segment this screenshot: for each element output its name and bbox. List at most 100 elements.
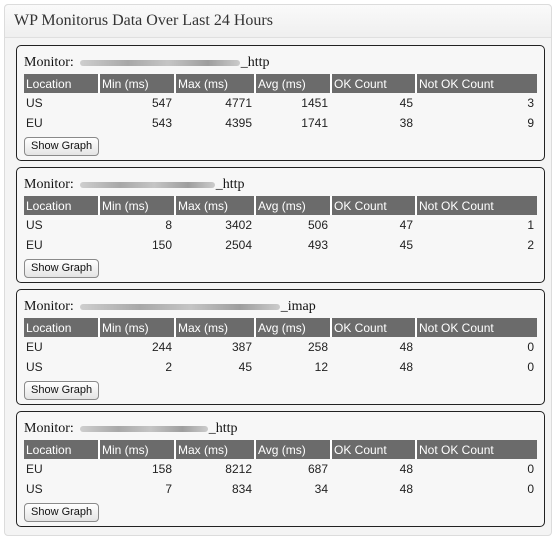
monitor-protocol: _imap xyxy=(280,299,316,314)
not-ok-count-cell: 3 xyxy=(527,96,534,110)
show-graph-button[interactable]: Show Graph xyxy=(24,137,100,156)
max-cell: 834 xyxy=(231,482,252,496)
not-ok-count-cell: 0 xyxy=(527,482,534,496)
ok-count-cell: 47 xyxy=(399,218,413,232)
col-avg: Avg (ms) xyxy=(255,318,332,337)
avg-cell: 1451 xyxy=(301,96,328,110)
col-ok-count: OK Count xyxy=(331,318,417,337)
table-header-row: Location Min (ms) Max (ms) Avg (ms) OK C… xyxy=(24,74,537,93)
min-cell: 547 xyxy=(151,96,172,110)
table-row: US 7 834 34 48 0 xyxy=(24,479,537,499)
monitor-title: Monitor: _http xyxy=(24,418,544,440)
not-ok-count-cell: 0 xyxy=(527,340,534,354)
col-min: Min (ms) xyxy=(99,74,176,93)
col-ok-count: OK Count xyxy=(331,196,417,215)
table-row: EU 150 2504 493 45 2 xyxy=(24,235,537,255)
max-cell: 4395 xyxy=(225,116,252,130)
ok-count-cell: 48 xyxy=(399,462,413,476)
ok-count-cell: 45 xyxy=(399,238,413,252)
avg-cell: 687 xyxy=(307,462,328,476)
col-avg: Avg (ms) xyxy=(255,196,332,215)
min-cell: 2 xyxy=(165,360,172,374)
avg-cell: 12 xyxy=(314,360,328,374)
location-cell: EU xyxy=(26,116,43,130)
monitor-stats-table: Location Min (ms) Max (ms) Avg (ms) OK C… xyxy=(24,74,537,133)
table-row: US 8 3402 506 47 1 xyxy=(24,215,537,235)
monitor-protocol: _http xyxy=(240,55,270,70)
min-cell: 8 xyxy=(165,218,172,232)
col-not-ok-count: Not OK Count xyxy=(416,318,537,337)
col-location: Location xyxy=(24,196,100,215)
col-min: Min (ms) xyxy=(99,196,176,215)
table-row: EU 244 387 258 48 0 xyxy=(24,337,537,357)
monitorus-widget: WP Monitorus Data Over Last 24 Hours Mon… xyxy=(4,4,552,536)
table-header-row: Location Min (ms) Max (ms) Avg (ms) OK C… xyxy=(24,440,537,459)
col-ok-count: OK Count xyxy=(331,440,417,459)
min-cell: 150 xyxy=(151,238,172,252)
widget-title: WP Monitorus Data Over Last 24 Hours xyxy=(5,5,551,38)
col-max: Max (ms) xyxy=(175,440,256,459)
show-graph-button[interactable]: Show Graph xyxy=(24,259,100,278)
table-row: EU 158 8212 687 48 0 xyxy=(24,459,537,479)
not-ok-count-cell: 9 xyxy=(527,116,534,130)
location-cell: EU xyxy=(26,462,43,476)
max-cell: 387 xyxy=(231,340,252,354)
table-row: US 2 45 12 48 0 xyxy=(24,357,537,377)
max-cell: 45 xyxy=(238,360,252,374)
monitor-panel: Monitor: _imap Location Min (ms) Max (ms)… xyxy=(16,289,545,405)
ok-count-cell: 48 xyxy=(399,360,413,374)
location-cell: US xyxy=(26,218,43,232)
show-graph-button[interactable]: Show Graph xyxy=(24,381,100,400)
table-header-row: Location Min (ms) Max (ms) Avg (ms) OK C… xyxy=(24,196,537,215)
max-cell: 4771 xyxy=(225,96,252,110)
col-location: Location xyxy=(24,74,100,93)
redacted-monitor-name xyxy=(79,59,240,66)
monitor-label: Monitor: xyxy=(24,177,74,192)
min-cell: 158 xyxy=(151,462,172,476)
not-ok-count-cell: 2 xyxy=(527,238,534,252)
monitor-title: Monitor: _imap xyxy=(24,296,544,318)
col-ok-count: OK Count xyxy=(331,74,417,93)
avg-cell: 1741 xyxy=(301,116,328,130)
col-location: Location xyxy=(24,318,100,337)
min-cell: 7 xyxy=(165,482,172,496)
location-cell: US xyxy=(26,360,43,374)
location-cell: EU xyxy=(26,340,43,354)
col-max: Max (ms) xyxy=(175,74,256,93)
not-ok-count-cell: 1 xyxy=(527,218,534,232)
col-max: Max (ms) xyxy=(175,318,256,337)
monitor-protocol: _http xyxy=(215,177,245,192)
monitor-title: Monitor: _http xyxy=(24,52,544,74)
avg-cell: 493 xyxy=(307,238,328,252)
table-header-row: Location Min (ms) Max (ms) Avg (ms) OK C… xyxy=(24,318,537,337)
location-cell: EU xyxy=(26,238,43,252)
redacted-monitor-name xyxy=(79,425,208,432)
table-row: US 547 4771 1451 45 3 xyxy=(24,93,537,113)
col-location: Location xyxy=(24,440,100,459)
show-graph-button[interactable]: Show Graph xyxy=(24,503,100,522)
monitor-label: Monitor: xyxy=(24,55,74,70)
col-not-ok-count: Not OK Count xyxy=(416,196,537,215)
monitor-panel: Monitor: _http Location Min (ms) Max (ms)… xyxy=(16,411,545,527)
ok-count-cell: 48 xyxy=(399,340,413,354)
monitor-panel: Monitor: _http Location Min (ms) Max (ms)… xyxy=(16,167,545,283)
monitor-stats-table: Location Min (ms) Max (ms) Avg (ms) OK C… xyxy=(24,318,537,377)
col-avg: Avg (ms) xyxy=(255,440,332,459)
not-ok-count-cell: 0 xyxy=(527,360,534,374)
min-cell: 543 xyxy=(151,116,172,130)
max-cell: 2504 xyxy=(225,238,252,252)
avg-cell: 34 xyxy=(314,482,328,496)
col-not-ok-count: Not OK Count xyxy=(416,74,537,93)
table-row: EU 543 4395 1741 38 9 xyxy=(24,113,537,133)
not-ok-count-cell: 0 xyxy=(527,462,534,476)
redacted-monitor-name xyxy=(79,303,280,310)
ok-count-cell: 48 xyxy=(399,482,413,496)
location-cell: US xyxy=(26,482,43,496)
col-not-ok-count: Not OK Count xyxy=(416,440,537,459)
redacted-monitor-name xyxy=(79,181,215,188)
min-cell: 244 xyxy=(151,340,172,354)
max-cell: 8212 xyxy=(225,462,252,476)
monitor-label: Monitor: xyxy=(24,299,74,314)
ok-count-cell: 45 xyxy=(399,96,413,110)
monitor-label: Monitor: xyxy=(24,421,74,436)
